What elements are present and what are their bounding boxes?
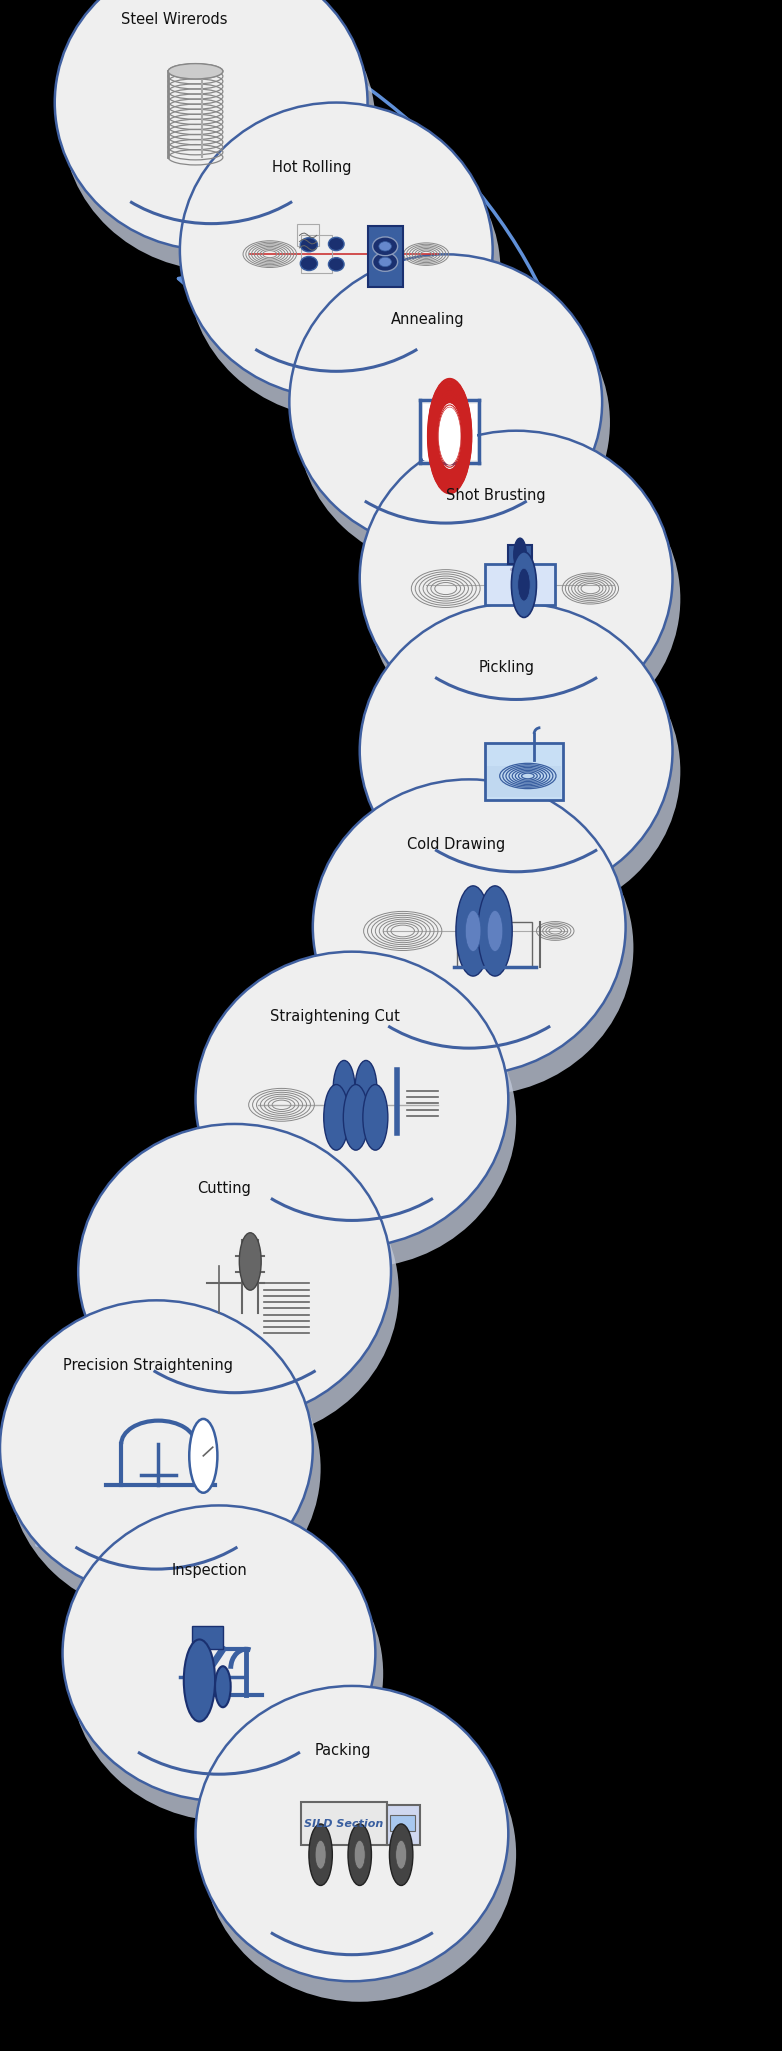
Circle shape xyxy=(478,886,512,976)
Circle shape xyxy=(396,1840,407,1868)
Text: Cutting: Cutting xyxy=(197,1181,251,1196)
Ellipse shape xyxy=(203,972,516,1268)
Bar xyxy=(485,564,555,605)
Ellipse shape xyxy=(0,1300,313,1596)
Ellipse shape xyxy=(372,238,397,256)
Bar xyxy=(485,742,563,800)
Text: Pickling: Pickling xyxy=(479,660,535,675)
Ellipse shape xyxy=(368,451,680,747)
Circle shape xyxy=(215,1665,231,1706)
Circle shape xyxy=(355,1060,377,1118)
Ellipse shape xyxy=(188,123,500,418)
Ellipse shape xyxy=(203,1706,516,2002)
Circle shape xyxy=(511,552,536,617)
Ellipse shape xyxy=(63,0,375,271)
Circle shape xyxy=(309,1823,332,1885)
Ellipse shape xyxy=(313,779,626,1075)
Ellipse shape xyxy=(360,603,673,898)
Text: Inspection: Inspection xyxy=(172,1563,248,1577)
Text: Steel Wirerods: Steel Wirerods xyxy=(121,12,228,27)
Ellipse shape xyxy=(55,0,368,250)
Circle shape xyxy=(324,1085,349,1151)
Circle shape xyxy=(239,1233,261,1290)
Bar xyxy=(422,404,476,459)
Circle shape xyxy=(514,537,526,570)
Circle shape xyxy=(315,1840,326,1868)
Ellipse shape xyxy=(378,242,391,250)
Polygon shape xyxy=(439,386,461,398)
Text: Precision Straightening: Precision Straightening xyxy=(63,1358,232,1372)
Ellipse shape xyxy=(328,238,344,250)
Ellipse shape xyxy=(297,275,610,570)
Text: SILD Section: SILD Section xyxy=(304,1819,384,1829)
Text: Cold Drawing: Cold Drawing xyxy=(407,837,505,851)
Bar xyxy=(297,224,319,246)
Circle shape xyxy=(333,1060,355,1118)
Ellipse shape xyxy=(368,624,680,919)
Circle shape xyxy=(343,1085,368,1151)
Circle shape xyxy=(518,568,530,601)
Ellipse shape xyxy=(196,952,508,1247)
Bar xyxy=(508,546,532,564)
Text: Shot Brusting: Shot Brusting xyxy=(446,488,545,502)
Text: Packing: Packing xyxy=(314,1743,371,1758)
Bar xyxy=(301,1803,387,1846)
Circle shape xyxy=(189,1419,217,1493)
Bar xyxy=(387,1805,420,1846)
Ellipse shape xyxy=(180,103,493,398)
Circle shape xyxy=(348,1823,371,1885)
Ellipse shape xyxy=(321,800,633,1095)
Bar xyxy=(301,236,332,273)
Bar xyxy=(457,921,532,968)
Ellipse shape xyxy=(300,238,317,252)
Ellipse shape xyxy=(8,1321,321,1616)
Circle shape xyxy=(354,1840,365,1868)
Ellipse shape xyxy=(196,1686,508,1981)
Circle shape xyxy=(439,408,461,466)
Ellipse shape xyxy=(378,256,391,267)
Circle shape xyxy=(389,1823,413,1885)
Text: Straightening Cut: Straightening Cut xyxy=(270,1009,400,1023)
Bar xyxy=(390,1815,415,1832)
Ellipse shape xyxy=(78,1124,391,1419)
Ellipse shape xyxy=(300,256,317,271)
Circle shape xyxy=(487,911,503,952)
Bar xyxy=(487,767,561,798)
Ellipse shape xyxy=(86,1144,399,1440)
Text: Hot Rolling: Hot Rolling xyxy=(272,160,352,174)
Circle shape xyxy=(363,1085,388,1151)
Circle shape xyxy=(465,911,481,952)
Circle shape xyxy=(184,1639,215,1721)
Ellipse shape xyxy=(360,431,673,726)
Bar xyxy=(368,226,403,287)
Ellipse shape xyxy=(372,252,397,271)
Ellipse shape xyxy=(328,258,344,271)
Ellipse shape xyxy=(168,64,223,78)
Bar xyxy=(192,1626,223,1649)
Ellipse shape xyxy=(70,1526,383,1821)
Ellipse shape xyxy=(289,254,602,550)
Circle shape xyxy=(456,886,490,976)
Text: Annealing: Annealing xyxy=(391,312,465,326)
Ellipse shape xyxy=(63,1505,375,1801)
